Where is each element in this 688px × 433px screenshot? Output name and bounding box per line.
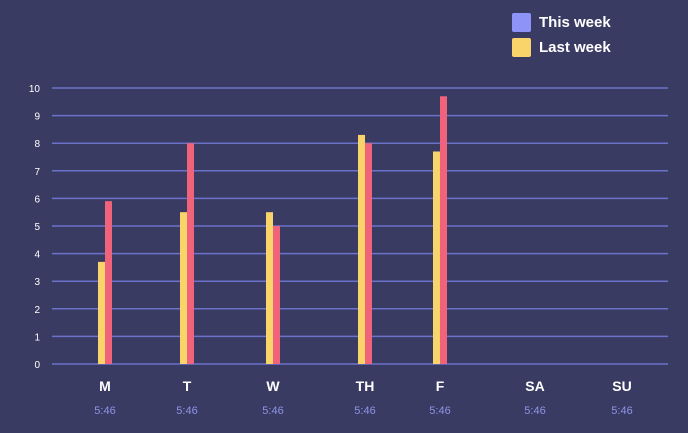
y-tick-label: 4 (34, 250, 40, 261)
x-axis-labels: M T W TH F SA SU (99, 378, 632, 394)
legend-item-this-week: This week (512, 10, 611, 35)
time-label-w: 5:46 (262, 405, 283, 417)
bar-t-series-2 (187, 143, 194, 364)
bar-f-series-2 (440, 96, 447, 364)
time-label-sa: 5:46 (524, 405, 545, 417)
x-tick-label-w: W (266, 378, 280, 394)
bar-m-series-1 (98, 261, 105, 364)
y-tick-label: 7 (34, 167, 40, 178)
time-label-th: 5:46 (354, 405, 375, 417)
bar-t-series-1 (180, 212, 187, 364)
y-axis-ticks: 0 1 2 3 4 5 6 7 8 9 10 (29, 84, 41, 371)
time-label-su: 5:46 (611, 405, 632, 417)
x-tick-label-t: T (183, 378, 192, 394)
time-label-m: 5:46 (94, 405, 115, 417)
y-tick-label: 5 (34, 222, 40, 233)
legend: This week Last week (512, 10, 611, 60)
y-tick-label: 9 (34, 112, 40, 123)
time-label-t: 5:46 (176, 405, 197, 417)
x-tick-label-th: TH (356, 378, 375, 394)
legend-item-last-week: Last week (512, 35, 611, 60)
bar-th-series-1 (358, 134, 365, 364)
y-tick-label: 1 (34, 332, 40, 343)
bar-m-series-2 (105, 201, 112, 364)
y-tick-label: 3 (34, 277, 40, 288)
y-tick-label: 0 (34, 360, 40, 371)
time-labels: 5:46 5:46 5:46 5:46 5:46 5:46 5:46 (94, 405, 632, 417)
bar-w-series-2 (273, 226, 280, 364)
x-tick-label-su: SU (612, 378, 631, 394)
legend-swatch-last-week (512, 38, 531, 57)
bar-f-series-1 (433, 151, 440, 364)
x-tick-label-f: F (436, 378, 445, 394)
y-tick-label: 8 (34, 139, 40, 150)
legend-label-last-week: Last week (539, 39, 611, 56)
bars (98, 96, 447, 364)
legend-label-this-week: This week (539, 14, 611, 31)
x-tick-label-sa: SA (525, 378, 544, 394)
legend-swatch-this-week (512, 13, 531, 32)
x-tick-label-m: M (99, 378, 111, 394)
y-tick-label: 2 (34, 305, 40, 316)
bar-w-series-1 (266, 212, 273, 364)
bar-th-series-2 (365, 143, 372, 364)
y-tick-label: 10 (29, 84, 41, 95)
time-label-f: 5:46 (429, 405, 450, 417)
y-tick-label: 6 (34, 194, 40, 205)
